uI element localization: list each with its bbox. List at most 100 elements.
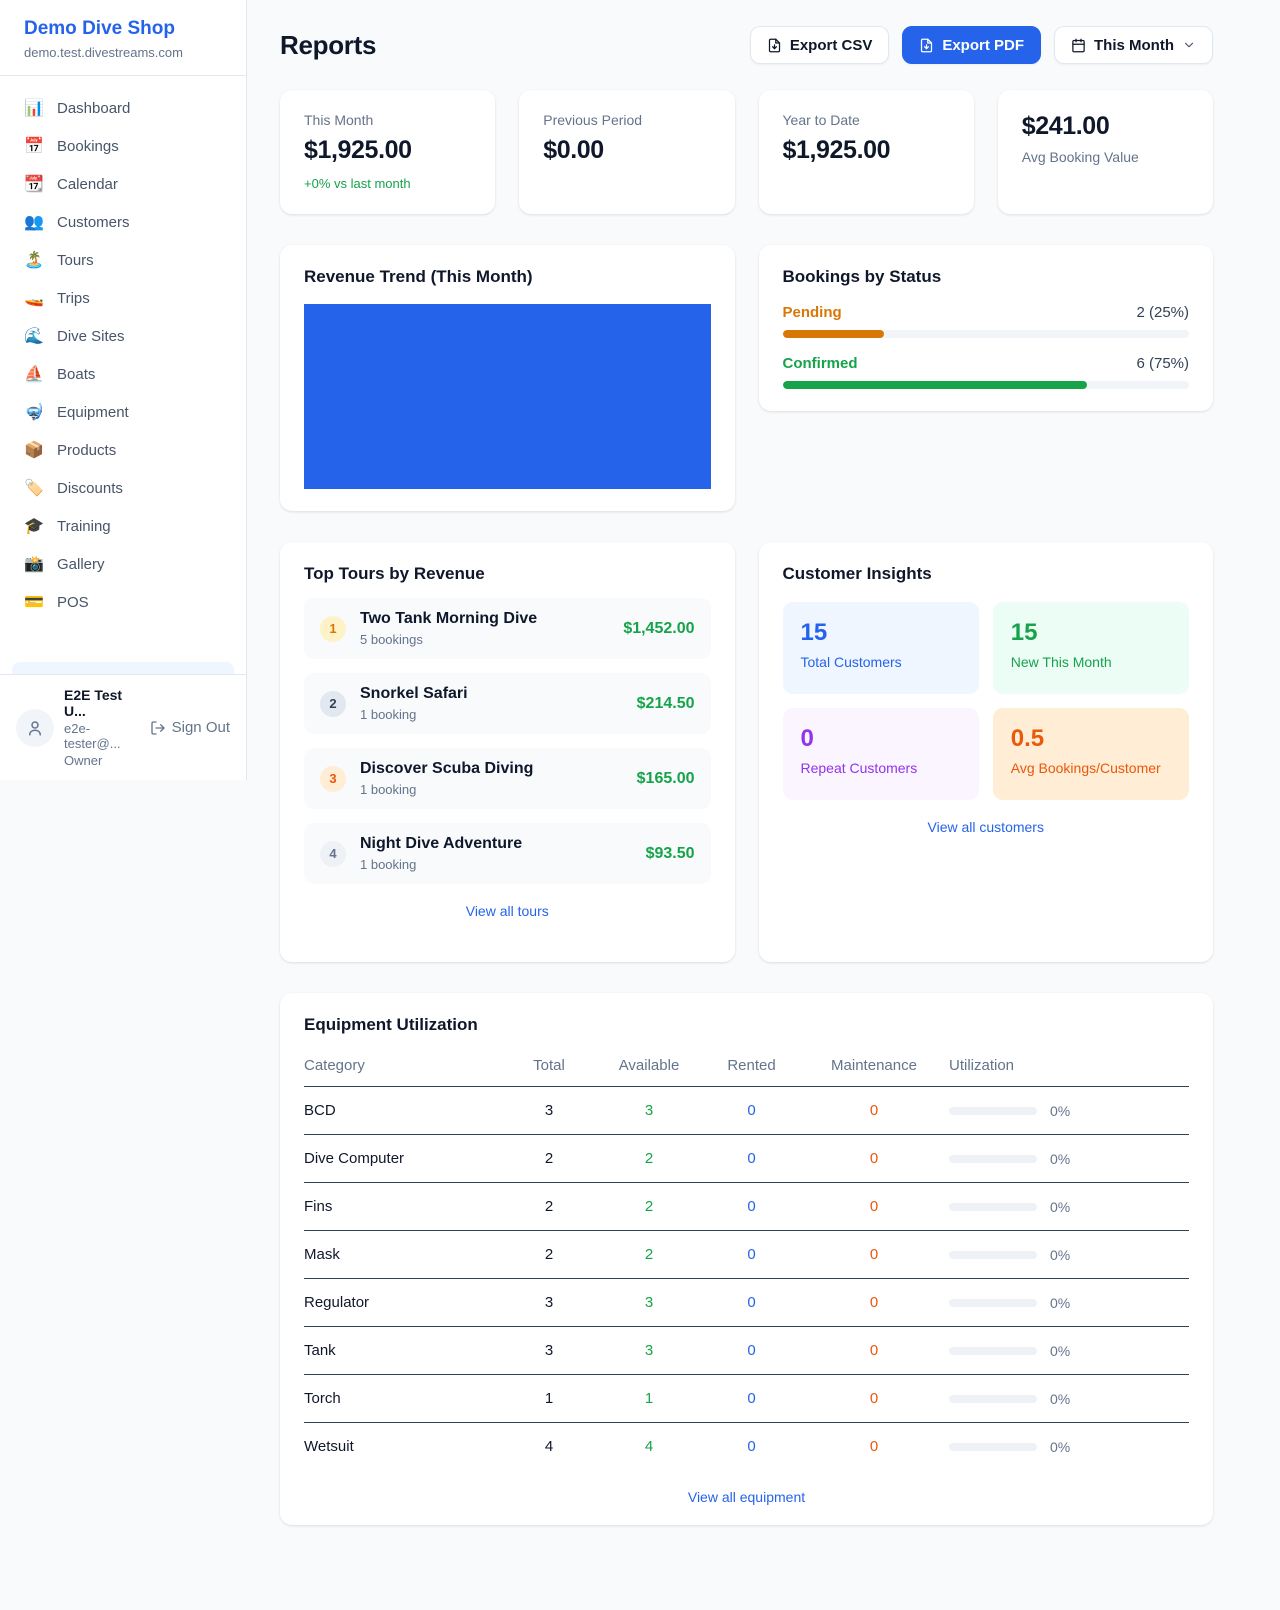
package-icon: 📦: [24, 442, 44, 459]
sidebar-item-trips[interactable]: 🚤 Trips: [12, 279, 234, 317]
status-progress-track: [782, 381, 1189, 389]
tour-bookings: 1 booking: [360, 707, 417, 722]
column-header: Rented: [727, 1057, 776, 1074]
sidebar-header: Demo Dive Shop demo.test.divestreams.com: [0, 0, 246, 76]
user-info: E2E Test U... e2e-tester@... Owner: [64, 687, 140, 768]
equipment-rented: 0: [747, 1390, 756, 1407]
equipment-total: 2: [544, 1150, 554, 1167]
equipment-utilization-card: Equipment Utilization Category Total Ava…: [280, 993, 1213, 1525]
status-count: 6 (75%): [1136, 355, 1189, 372]
view-all-equipment-link[interactable]: View all equipment: [687, 1489, 806, 1505]
equipment-available: 2: [644, 1246, 654, 1263]
utilization-progress-track: [949, 1106, 1037, 1115]
sidebar-item-partial[interactable]: [12, 662, 234, 674]
utilization-progress-track: [949, 1250, 1037, 1259]
avatar: [16, 708, 54, 747]
equipment-category: Tank: [304, 1342, 336, 1359]
user-section: E2E Test U... e2e-tester@... Owner Sign …: [0, 674, 246, 780]
user-email: e2e-tester@...: [64, 721, 121, 751]
rank-badge: 4: [320, 840, 346, 867]
equipment-utilization: 0%: [949, 1343, 1189, 1359]
equipment-available: 3: [644, 1342, 654, 1359]
utilization-percent: 0%: [1050, 1390, 1071, 1407]
status-progress-fill: [782, 381, 1088, 389]
tour-bookings: 1 booking: [360, 857, 417, 872]
export-csv-button[interactable]: Export CSV: [749, 26, 890, 64]
sidebar-item-label: Bookings: [57, 137, 119, 155]
stat-value: $241.00: [1021, 112, 1110, 140]
sidebar-item-equipment[interactable]: 🤿 Equipment: [12, 393, 234, 431]
sidebar-item-label: Products: [57, 441, 117, 459]
top-tours-card: Top Tours by Revenue 1 Two Tank Morning D…: [280, 542, 735, 962]
sidebar-item-discounts[interactable]: 🏷️ Discounts: [12, 469, 234, 507]
dive-mask-icon: 🤿: [24, 404, 44, 421]
view-all-customers-link[interactable]: View all customers: [927, 819, 1044, 835]
sidebar-item-bookings[interactable]: 📅 Bookings: [12, 127, 234, 165]
status-head: Pending 2 (25%): [783, 304, 1190, 321]
shop-domain: demo.test.divestreams.com: [24, 45, 183, 60]
equipment-maintenance: 0: [869, 1246, 879, 1263]
export-pdf-button[interactable]: Export PDF: [902, 26, 1042, 64]
sidebar-item-tours[interactable]: 🏝️ Tours: [12, 241, 234, 279]
sidebar-item-label: Discounts: [57, 479, 123, 497]
tour-revenue: $1,452.00: [623, 619, 695, 637]
sailboat-icon: ⛵: [24, 366, 44, 383]
sidebar-item-boats[interactable]: ⛵ Boats: [12, 355, 234, 393]
tour-name: Discover Scuba Diving: [360, 760, 534, 777]
equipment-category: Regulator: [304, 1294, 370, 1311]
stat-card-previous-period: Previous Period $0.00: [519, 90, 735, 214]
period-dropdown[interactable]: This Month: [1054, 26, 1213, 64]
sidebar-item-label: Dive Sites: [57, 327, 125, 345]
camera-icon: 📸: [24, 556, 44, 573]
insight-value: 15: [800, 619, 828, 646]
stat-delta: +0% vs last month: [304, 176, 411, 191]
equipment-table-header: Category Total Available Rented Maintena…: [304, 1041, 1189, 1087]
sidebar-item-dashboard[interactable]: 📊 Dashboard: [12, 89, 234, 127]
column-header: Total: [533, 1057, 565, 1074]
rank-badge: 1: [320, 615, 346, 642]
sidebar-item-calendar[interactable]: 📆 Calendar: [12, 165, 234, 203]
sidebar-item-customers[interactable]: 👥 Customers: [12, 203, 234, 241]
equipment-maintenance: 0: [869, 1150, 879, 1167]
stat-value: $1,925.00: [304, 136, 412, 164]
utilization-progress-track: [949, 1154, 1037, 1163]
equipment-rented: 0: [747, 1438, 756, 1455]
stat-card-avg-booking-value: $241.00 Avg Booking Value: [997, 90, 1213, 214]
tour-revenue: $165.00: [636, 769, 695, 787]
tour-bookings: 1 booking: [360, 782, 417, 797]
equipment-total: 3: [544, 1342, 554, 1359]
insight-repeat-customers: 0 Repeat Customers: [782, 708, 979, 800]
insight-avg-bookings-customer: 0.5 Avg Bookings/Customer: [992, 708, 1189, 800]
equipment-table: Category Total Available Rented Maintena…: [304, 1041, 1189, 1470]
sidebar-item-dive-sites[interactable]: 🌊 Dive Sites: [12, 317, 234, 355]
main-content: Reports Export CSV Export PDF This Month…: [247, 0, 1280, 1565]
sidebar-item-products[interactable]: 📦 Products: [12, 431, 234, 469]
header-actions: Export CSV Export PDF This Month: [749, 26, 1213, 64]
equipment-utilization-title: Equipment Utilization: [304, 1015, 478, 1034]
equipment-available: 3: [644, 1294, 654, 1311]
customers-icon: 👥: [24, 214, 44, 231]
calendar-icon: 📆: [24, 176, 44, 193]
page-title: Reports: [280, 29, 377, 60]
status-label: Pending: [782, 304, 842, 321]
revenue-trend-card: Revenue Trend (This Month): [280, 245, 735, 511]
tour-row-night-dive-adventure: 4 Night Dive Adventure 1 booking $93.50: [304, 823, 711, 884]
sidebar-item-training[interactable]: 🎓 Training: [12, 507, 234, 545]
sidebar-item-label: Trips: [57, 289, 90, 307]
stat-card-this-month: This Month $1,925.00 +0% vs last month: [280, 90, 496, 214]
bookings-by-status-card: Bookings by Status Pending 2 (25%) Confirm…: [758, 245, 1213, 411]
sign-out-button[interactable]: Sign Out: [150, 719, 230, 736]
customer-insights-card: Customer Insights 15 Total Customers 15 New…: [758, 542, 1213, 962]
sidebar-item-label: POS: [57, 593, 89, 611]
utilization-percent: 0%: [1050, 1246, 1071, 1263]
equipment-row-mask: Mask 2 2 0 0 0%: [304, 1231, 1189, 1279]
insight-new-this-month: 15 New This Month: [992, 602, 1189, 694]
view-all-tours-link[interactable]: View all tours: [465, 903, 549, 919]
utilization-percent: 0%: [1050, 1150, 1071, 1167]
equipment-table-body: BCD 3 3 0 0 0% Dive Computer 2 2 0 0 0% Fins 2 2 0 0 0% Ma…: [304, 1087, 1189, 1470]
sidebar: Demo Dive Shop demo.test.divestreams.com…: [0, 0, 247, 780]
island-icon: 🏝️: [24, 252, 44, 269]
sidebar-item-pos[interactable]: 💳 POS: [12, 583, 234, 621]
tag-icon: 🏷️: [24, 480, 44, 497]
sidebar-item-gallery[interactable]: 📸 Gallery: [12, 545, 234, 583]
